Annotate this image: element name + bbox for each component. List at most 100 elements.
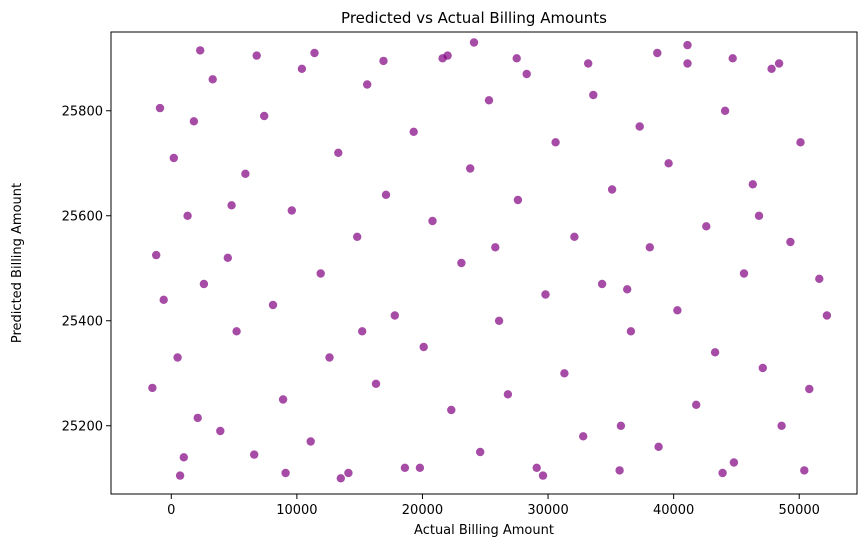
data-point: [310, 48, 319, 58]
data-point: [532, 463, 541, 472]
data-point: [189, 117, 199, 126]
data-point: [306, 437, 315, 446]
data-point: [541, 290, 550, 299]
x-tick-label: 10000: [276, 503, 317, 518]
data-point: [570, 232, 579, 241]
data-point: [513, 195, 523, 205]
data-point: [334, 148, 343, 157]
plot-frame: [110, 31, 858, 495]
data-point: [419, 342, 428, 352]
data-point: [579, 432, 588, 441]
data-point: [805, 384, 814, 394]
data-point: [278, 395, 288, 404]
x-axis-ticks: 0 10000 20000 30000 40000 50000: [167, 494, 820, 518]
x-tick-label: 0: [167, 503, 175, 518]
data-point: [371, 379, 381, 388]
x-tick-label: 50000: [779, 503, 820, 518]
data-point: [227, 201, 236, 210]
data-point: [169, 153, 178, 163]
data-point: [702, 222, 711, 231]
data-point: [512, 54, 521, 63]
x-tick-label: 30000: [527, 503, 568, 518]
y-tick-label: 25800: [62, 104, 103, 119]
data-point: [223, 253, 232, 262]
data-point: [664, 159, 673, 168]
data-point: [381, 190, 391, 199]
data-point: [777, 421, 786, 430]
data-point: [615, 466, 624, 475]
y-tick-label: 25200: [62, 419, 103, 434]
data-point: [729, 458, 739, 467]
data-point: [183, 211, 192, 220]
data-point: [623, 285, 632, 294]
data-point: [152, 250, 161, 260]
data-point: [654, 442, 663, 451]
y-axis-ticks: 25200 25400 25600 25800: [62, 104, 111, 434]
chart-title: Predicted vs Actual Billing Amounts: [341, 9, 607, 27]
data-point: [796, 138, 805, 147]
data-point: [673, 306, 682, 315]
data-point: [409, 127, 418, 136]
data-point: [390, 311, 399, 320]
data-point: [443, 51, 452, 60]
data-point: [175, 471, 185, 480]
data-point: [635, 122, 644, 131]
data-point: [252, 51, 261, 60]
data-point: [466, 164, 475, 173]
data-point: [589, 90, 598, 100]
data-point: [179, 453, 188, 462]
data-point: [428, 216, 437, 226]
data-point: [250, 450, 259, 459]
data-point: [281, 468, 290, 478]
data-point: [522, 69, 531, 79]
data-point: [155, 103, 165, 113]
data-point: [476, 447, 485, 457]
data-point: [415, 463, 425, 472]
data-point: [491, 243, 500, 252]
data-point: [720, 106, 730, 116]
data-point: [683, 40, 692, 50]
data-point: [774, 59, 784, 68]
y-tick-label: 25600: [62, 209, 103, 224]
data-point: [325, 353, 334, 362]
data-point: [597, 279, 607, 289]
data-point: [379, 56, 388, 66]
data-point: [692, 400, 701, 409]
data-point: [400, 463, 410, 472]
data-point: [710, 348, 720, 357]
data-point: [494, 316, 504, 325]
data-point: [316, 269, 325, 278]
data-point: [503, 390, 513, 399]
data-point: [193, 413, 202, 423]
data-point: [358, 327, 367, 336]
data-point: [216, 426, 225, 436]
y-axis-label: Predicted Billing Amount: [10, 183, 25, 343]
x-tick-label: 40000: [653, 503, 694, 518]
data-point: [159, 295, 168, 304]
data-point: [148, 383, 157, 393]
y-tick-label: 25400: [62, 314, 103, 329]
data-point: [208, 75, 217, 84]
data-point: [469, 38, 479, 47]
data-point: [758, 363, 767, 373]
data-point: [645, 243, 654, 252]
data-point: [551, 138, 560, 147]
data-point: [718, 468, 727, 478]
data-point: [616, 421, 626, 430]
x-tick-label: 20000: [402, 503, 443, 518]
data-point: [683, 59, 692, 68]
data-point: [484, 96, 494, 105]
data-point: [260, 111, 269, 121]
data-point: [538, 471, 548, 480]
data-point: [196, 46, 205, 55]
data-point: [739, 269, 749, 278]
scatter-points: [148, 38, 832, 483]
data-point: [748, 180, 757, 189]
data-point: [268, 300, 278, 310]
data-point: [353, 232, 362, 241]
data-point: [607, 185, 617, 194]
data-point: [447, 405, 456, 415]
data-point: [297, 64, 307, 74]
